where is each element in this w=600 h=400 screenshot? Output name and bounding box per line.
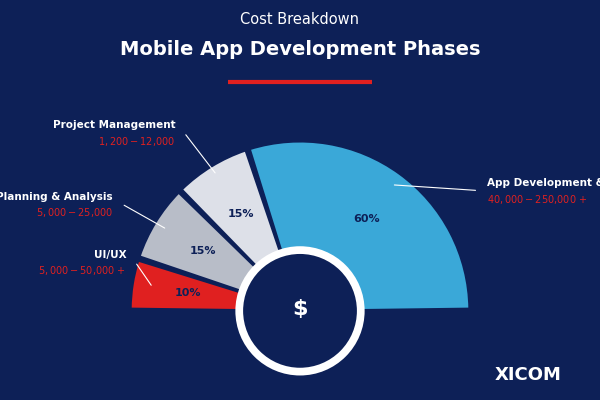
Text: 15%: 15% xyxy=(227,209,254,219)
Circle shape xyxy=(242,253,358,369)
Wedge shape xyxy=(182,150,281,269)
Text: $5,000 - $25,000: $5,000 - $25,000 xyxy=(35,206,113,219)
Text: App Development & QA: App Development & QA xyxy=(487,178,600,188)
Text: Project Management: Project Management xyxy=(53,120,175,130)
Text: XICOM: XICOM xyxy=(494,366,562,384)
Text: Cost Breakdown: Cost Breakdown xyxy=(241,12,359,27)
Text: 15%: 15% xyxy=(190,246,217,256)
Text: $5,000 - $50,000 +: $5,000 - $50,000 + xyxy=(38,264,126,277)
Wedge shape xyxy=(131,261,245,310)
Text: Mobile App Development Phases: Mobile App Development Phases xyxy=(120,40,480,59)
Text: $: $ xyxy=(292,299,308,319)
Wedge shape xyxy=(250,142,469,310)
Text: $1,200 - $12,000: $1,200 - $12,000 xyxy=(98,135,175,148)
Text: 60%: 60% xyxy=(353,214,380,224)
Text: 10%: 10% xyxy=(175,288,201,298)
Text: Planning & Analysis: Planning & Analysis xyxy=(0,192,113,202)
Wedge shape xyxy=(140,193,259,292)
Text: $40,000 - $250,000 +: $40,000 - $250,000 + xyxy=(487,193,587,206)
Text: UI/UX: UI/UX xyxy=(94,250,126,260)
Circle shape xyxy=(235,246,365,376)
